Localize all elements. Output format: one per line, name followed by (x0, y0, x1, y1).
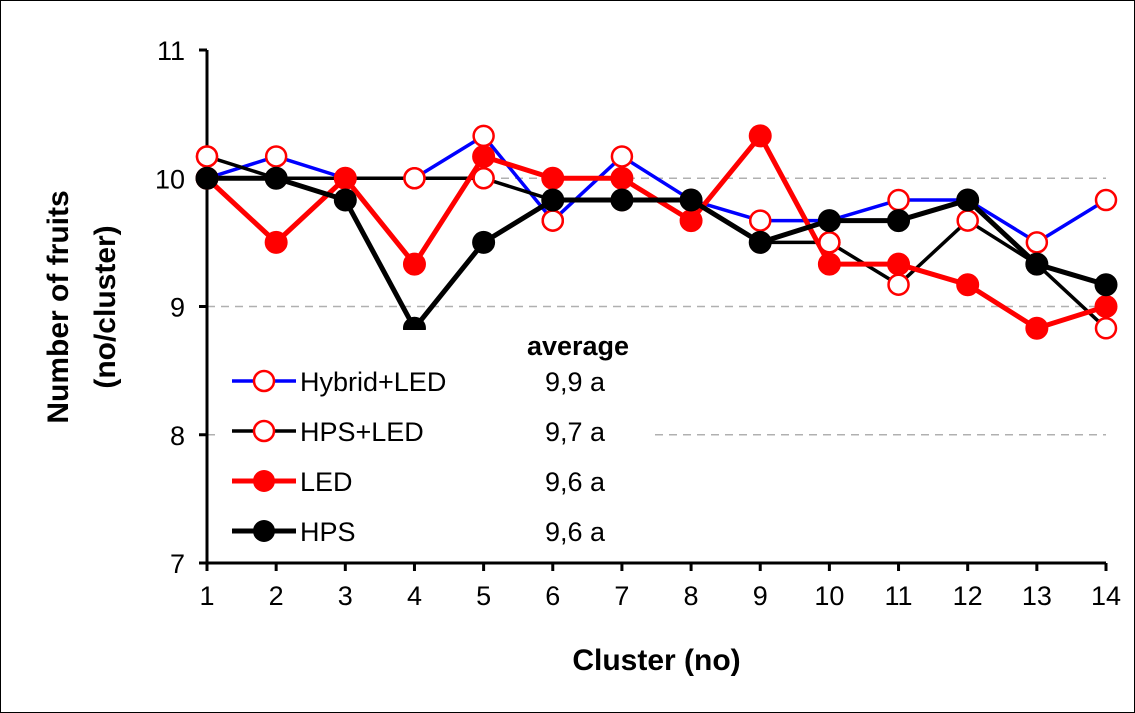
legend-item-hps-led: HPS+LED 9,7 a (232, 417, 606, 447)
point-hps-led-10 (818, 231, 841, 254)
point-hybrid-led-14 (1094, 188, 1118, 212)
point-led-2 (264, 230, 288, 254)
x-tick-label-12: 12 (953, 581, 983, 611)
x-tick-label-4: 4 (407, 581, 422, 611)
legend-average-title: average (527, 331, 629, 361)
x-tick-label-7: 7 (614, 581, 629, 611)
point-led-8 (679, 209, 703, 233)
point-hps-led-6 (541, 209, 565, 232)
legend-average-hps-led: 9,7 a (545, 417, 606, 447)
point-led-4 (402, 252, 426, 276)
x-tick-label-13: 13 (1022, 581, 1052, 611)
point-hybrid-led-13 (1025, 231, 1049, 254)
point-hps-14 (1094, 273, 1118, 297)
point-hps-led-11 (887, 273, 910, 296)
legend-label-led: LED (300, 467, 353, 497)
x-tick-label-3: 3 (338, 581, 353, 611)
x-tick-label-9: 9 (753, 581, 768, 611)
x-tick-label-2: 2 (269, 581, 284, 611)
x-tick-label-10: 10 (814, 581, 844, 611)
legend-label-hybrid-led: Hybrid+LED (300, 367, 446, 397)
y-axis-title: Number of fruits (no/cluster) (42, 190, 122, 423)
point-hps-12 (956, 188, 980, 212)
point-hps-6 (541, 188, 565, 212)
point-hybrid-led-5 (472, 124, 495, 148)
point-hps-2 (264, 166, 288, 190)
legend-swatch-marker-hps (253, 520, 275, 542)
point-led-6 (541, 166, 565, 190)
y-tick-label-9: 9 (170, 293, 185, 323)
point-hps-led-5 (472, 167, 495, 190)
point-hps-8 (679, 188, 703, 212)
x-tick-label-8: 8 (684, 581, 699, 611)
y-tick-label-10: 10 (155, 164, 185, 194)
point-hps-7 (610, 188, 634, 212)
legend: average Hybrid+LED 9,9 a HPS+LED 9,7 a LED 9,6… (232, 331, 629, 547)
point-hps-3 (333, 188, 357, 212)
legend-average-hps: 9,6 a (545, 517, 606, 547)
point-led-11 (887, 252, 911, 276)
x-tick-label-6: 6 (545, 581, 560, 611)
point-hps-led-14 (1094, 317, 1118, 340)
legend-swatch-marker-hybrid-led (252, 369, 276, 393)
series-led (205, 133, 1107, 331)
point-hybrid-led-2 (264, 145, 288, 168)
point-hybrid-led-9 (748, 209, 772, 232)
point-hps-13 (1025, 252, 1049, 276)
legend-item-hybrid-led: Hybrid+LED 9,9 a (232, 367, 606, 397)
series-markers-led (195, 124, 1118, 340)
point-hps-10 (817, 209, 841, 233)
series-line-hps (207, 175, 1107, 331)
point-hps-11 (887, 209, 911, 233)
y-tick-label-11: 11 (157, 36, 185, 66)
x-tick-label-5: 5 (476, 581, 491, 611)
point-led-7 (610, 166, 634, 190)
point-led-5 (472, 144, 496, 168)
legend-background (215, 330, 655, 555)
x-tick-label-14: 14 (1091, 581, 1121, 611)
legend-swatch-marker-led (253, 470, 275, 492)
point-hybrid-led-11 (887, 188, 910, 212)
point-led-13 (1025, 316, 1049, 340)
y-axis-title-line-1: Number of fruits (42, 190, 75, 423)
point-hps-led-1 (195, 145, 219, 168)
point-led-12 (956, 273, 980, 297)
x-axis-title: Cluster (no) (572, 644, 740, 677)
legend-average-led: 9,6 a (545, 467, 606, 497)
y-axis-title-line-2: (no/cluster) (89, 225, 122, 388)
y-tick-label-8: 8 (170, 421, 185, 451)
point-hps-led-12 (956, 209, 979, 232)
legend-item-hps: HPS 9,6 a (232, 517, 606, 547)
legend-label-hps: HPS (300, 517, 356, 547)
y-tick-label-7: 7 (170, 549, 185, 579)
series-line-led (205, 133, 1107, 331)
point-led-14 (1094, 295, 1118, 318)
x-tick-label-11: 11 (885, 581, 913, 611)
point-hps-1 (195, 166, 219, 190)
point-hps-5 (472, 230, 496, 254)
series-markers-hps (195, 166, 1118, 340)
legend-item-led: LED 9,6 a (232, 467, 606, 497)
legend-swatch-marker-hps-led (252, 419, 276, 443)
point-led-3 (333, 166, 357, 190)
point-hps-9 (748, 230, 772, 254)
x-tick-label-1: 1 (199, 581, 214, 611)
series-layer (195, 124, 1118, 340)
point-led-9 (748, 124, 772, 148)
point-hybrid-led-7 (610, 145, 634, 168)
legend-label-hps-led: HPS+LED (300, 417, 424, 447)
point-led-10 (817, 252, 841, 276)
series-hps (207, 175, 1107, 331)
axes (199, 48, 1108, 571)
point-hps-led-4 (403, 167, 426, 190)
legend-average-hybrid-led: 9,9 a (545, 367, 606, 397)
